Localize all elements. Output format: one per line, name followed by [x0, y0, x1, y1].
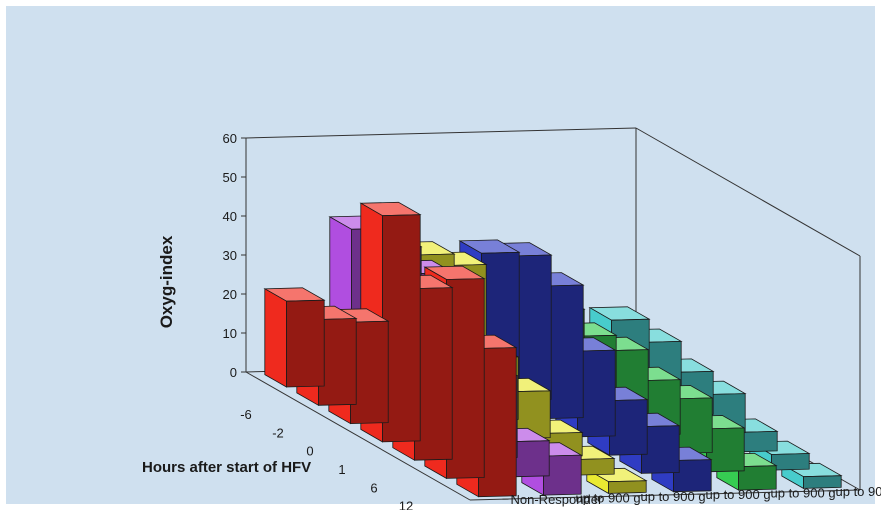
bar [263, 287, 326, 388]
bar-side [576, 458, 615, 476]
bar-side [803, 475, 842, 489]
x-tick-label: -2 [272, 425, 284, 440]
y-tick-label: 0 [230, 365, 237, 380]
series-label: up to 900 g [836, 484, 881, 499]
series-label: up to 900 g [641, 489, 706, 504]
floor-front-edge [245, 371, 471, 501]
y-tick-label: 40 [223, 209, 237, 224]
y-tick-label: 50 [223, 170, 237, 185]
bar-side [738, 465, 777, 491]
series-label: Non-Responder [511, 492, 603, 507]
x-tick-label: 6 [370, 480, 377, 495]
series-label: up to 900 g [576, 491, 641, 506]
x-tick-label: 0 [306, 444, 313, 459]
y-tick-label: 20 [223, 287, 237, 302]
bar-side [739, 430, 778, 453]
bar-side [382, 214, 421, 443]
series-label: up to 900 g [771, 486, 836, 501]
x-tick-label: 1 [338, 462, 345, 477]
bar-front [264, 288, 287, 388]
y-tick-label: 30 [223, 248, 237, 263]
series-label: up to 900 g [706, 487, 771, 502]
back-wall-top-edge [635, 127, 861, 257]
y-tick-label: 60 [223, 131, 237, 146]
chart-bars [263, 201, 843, 498]
x-tick-label: -6 [240, 407, 252, 422]
bar-side [608, 480, 647, 494]
x-tick-label: 12 [399, 499, 413, 510]
bar-side [771, 453, 810, 471]
bar-side [286, 299, 325, 388]
x-tick-labels: -6-20161224 [240, 407, 413, 510]
left-wall-top-edge [245, 127, 637, 139]
x-axis-label: Hours after start of HFV [142, 459, 311, 476]
y-tick-labels: 60 50 40 30 20 10 0 [223, 131, 246, 380]
y-tick-label: 10 [223, 326, 237, 341]
floor-right-edge [469, 489, 861, 501]
y-axis-label: Oxyg-index [157, 235, 176, 328]
